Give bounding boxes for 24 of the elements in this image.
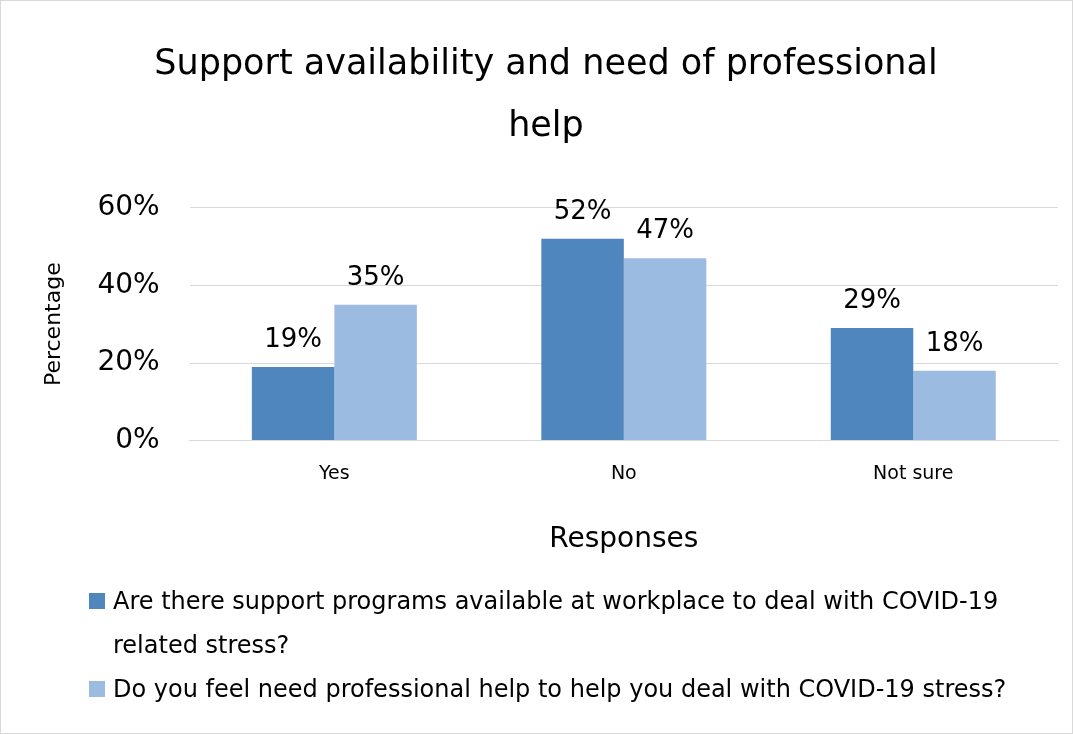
bar [251, 366, 335, 441]
chart-title: Support availability and need of professional help [153, 41, 939, 146]
bar [830, 328, 914, 441]
x-axis-title: Responses [549, 521, 699, 555]
x-tick-label: Yes [318, 460, 350, 483]
y-tick-label: 0% [115, 421, 160, 455]
bar [334, 304, 417, 441]
data-label: 19% [264, 322, 323, 353]
data-label: 52% [553, 194, 612, 225]
legend-label: Do you feel need professional help to help you deal with COVID-19 stress? [113, 674, 1007, 705]
bar [623, 258, 707, 441]
y-tick-label: 40% [97, 266, 160, 300]
data-label: 29% [843, 283, 901, 314]
x-tick-label: No [610, 460, 637, 483]
data-label: 47% [636, 213, 694, 244]
y-tick-label: 60% [97, 189, 160, 223]
bar [913, 370, 996, 441]
legend-label: Are there support programs available at workplace to deal with COVID-19 related stress? [113, 586, 1000, 661]
bar [541, 238, 624, 441]
data-label: 18% [925, 326, 984, 357]
y-axis-title: Percentage [39, 262, 65, 387]
data-label: 35% [346, 260, 405, 291]
x-tick-label: Not sure [873, 460, 954, 483]
y-tick-label: 20% [97, 344, 160, 378]
